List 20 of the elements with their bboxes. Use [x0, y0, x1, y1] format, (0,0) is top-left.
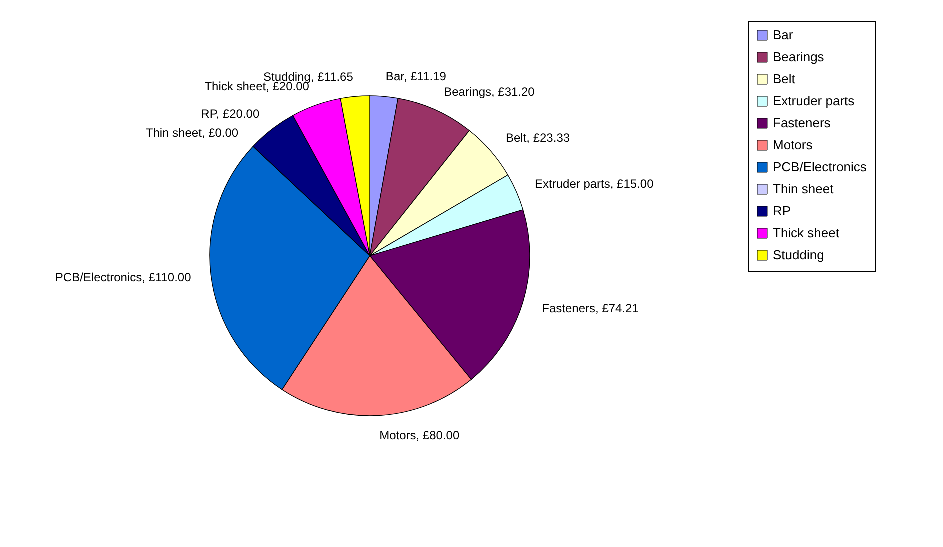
text: Thin sheet, £0.00 — [146, 126, 239, 140]
data-label: Extruder parts, £15.00 — [535, 177, 654, 192]
data-label: Motors, £80.00 — [380, 428, 460, 443]
legend-label: Belt — [773, 72, 796, 86]
legend-label: Bearings — [773, 50, 825, 64]
data-label: PCB/Electronics, £110.00 — [55, 270, 192, 284]
legend-label: Thin sheet — [773, 182, 834, 196]
legend-label: Bar — [773, 28, 794, 42]
data-label: RP, £20.00 — [201, 106, 260, 121]
legend-label: Motors — [773, 138, 814, 152]
legend-label: Studding — [773, 248, 824, 262]
legend-label: Thick sheet — [773, 226, 840, 240]
data-label: Bar, £11.19 — [386, 70, 447, 84]
legend-label: RP — [773, 204, 792, 218]
legend-label: PCB/Electronics — [773, 160, 868, 174]
data-label: Belt, £23.33 — [506, 131, 570, 146]
data-label: Fasteners, £74.21 — [542, 302, 640, 316]
data-label: Bearings, £31.20 — [444, 84, 536, 99]
legend-label: Extruder parts — [773, 94, 856, 108]
legend-label: Fasteners — [773, 116, 832, 130]
